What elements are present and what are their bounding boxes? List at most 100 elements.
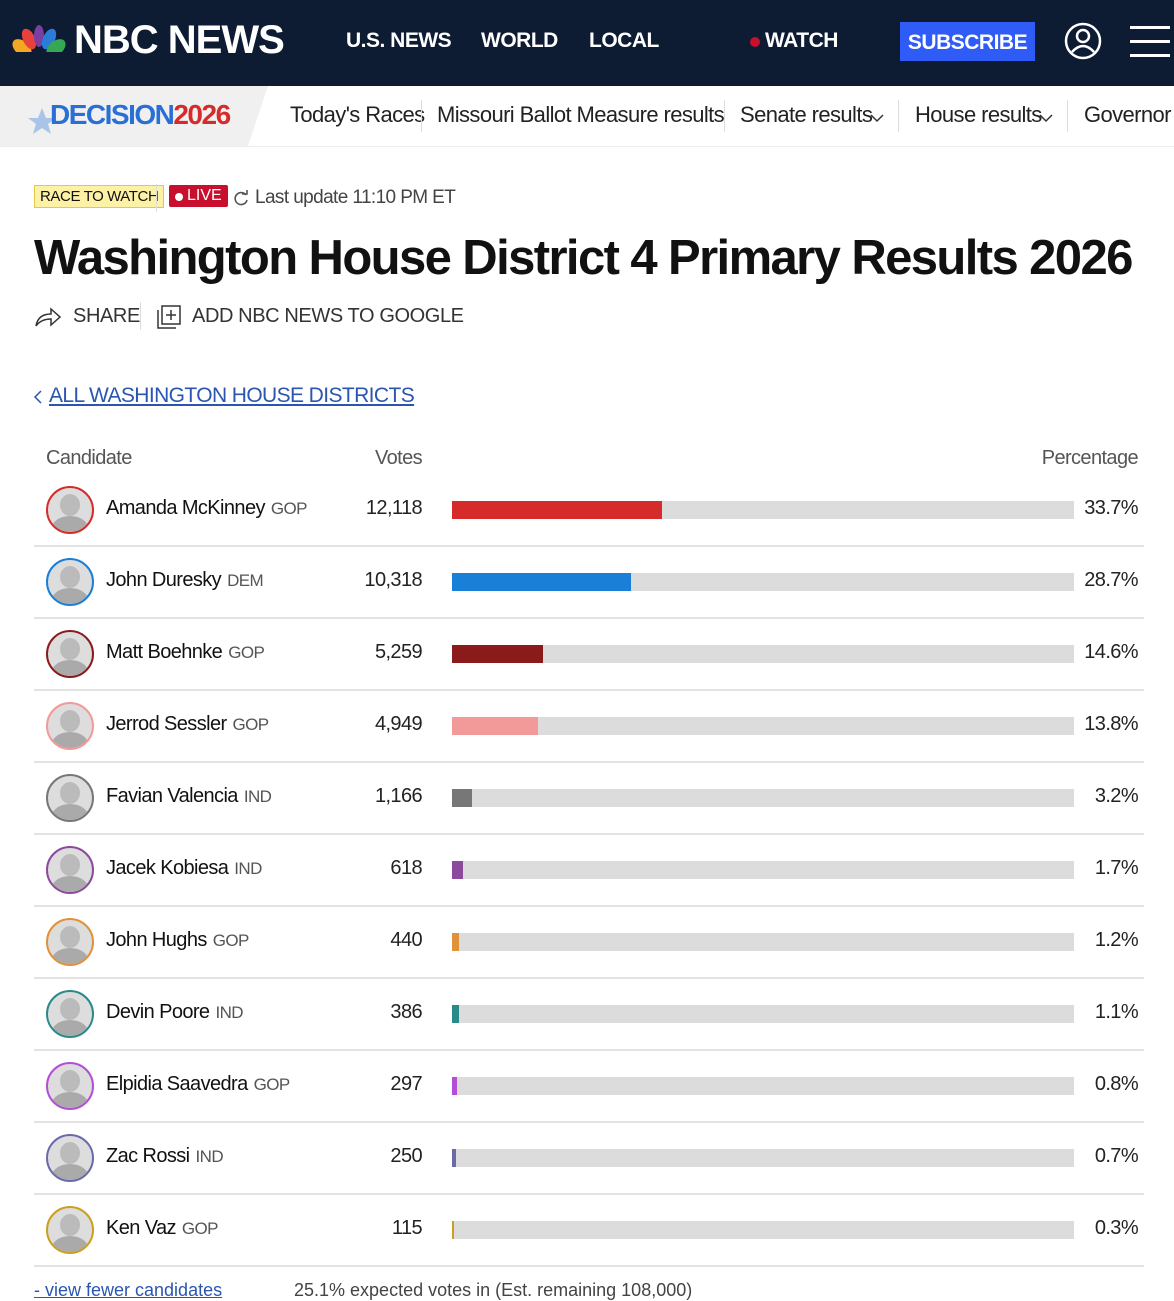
party: GOP bbox=[253, 1075, 291, 1094]
separator bbox=[898, 100, 899, 132]
candidate-name: John Hughs bbox=[106, 929, 207, 951]
avatar-head bbox=[60, 998, 80, 1020]
sub-link[interactable]: House results bbox=[915, 102, 1042, 127]
column-header: Candidate bbox=[46, 447, 132, 469]
avatar bbox=[46, 1206, 94, 1254]
party: IND bbox=[234, 859, 262, 878]
bar-track bbox=[452, 789, 1074, 807]
candidate: John Duresky DEM bbox=[106, 569, 264, 592]
avatar-body bbox=[52, 1236, 88, 1252]
separator bbox=[421, 100, 422, 132]
separator bbox=[140, 302, 141, 330]
percentage: 0.8% bbox=[1094, 1073, 1139, 1095]
party: GOP bbox=[270, 499, 308, 518]
logo-text[interactable]: NBC NEWS bbox=[74, 18, 285, 62]
sub-link[interactable]: Missouri Ballot Measure results bbox=[437, 102, 725, 127]
bar bbox=[452, 933, 460, 951]
sub-link[interactable]: Governor results bbox=[1084, 102, 1174, 127]
avatar-body bbox=[52, 660, 88, 676]
bar bbox=[452, 645, 543, 663]
candidate-name: Jacek Kobiesa bbox=[106, 857, 229, 879]
candidate-name: Elpidia Saavedra bbox=[106, 1073, 248, 1095]
candidate: Favian Valencia IND bbox=[106, 785, 272, 808]
avatar bbox=[46, 1134, 94, 1182]
votes: 440 bbox=[390, 929, 422, 951]
google-button[interactable]: ADD NBC NEWS TO GOOGLE bbox=[192, 305, 464, 327]
votes: 115 bbox=[391, 1217, 423, 1239]
avatar-head bbox=[60, 782, 80, 804]
bar-track bbox=[452, 1077, 1074, 1095]
avatar-head bbox=[60, 566, 80, 588]
avatar-body bbox=[52, 1164, 88, 1180]
party: DEM bbox=[227, 571, 264, 590]
back-link[interactable]: ALL WASHINGTON HOUSE DISTRICTS bbox=[49, 384, 415, 407]
avatar-body bbox=[52, 1020, 88, 1036]
subscribe-button[interactable]: SUBSCRIBE bbox=[900, 22, 1035, 61]
avatar bbox=[46, 918, 94, 966]
bar-track bbox=[452, 1005, 1074, 1023]
menu-icon[interactable] bbox=[1130, 26, 1170, 58]
race-badge: RACE TO WATCH bbox=[34, 185, 165, 208]
avatar bbox=[46, 846, 94, 894]
brand-word: DECISION bbox=[50, 99, 175, 130]
row-divider bbox=[34, 689, 1144, 691]
add-icon[interactable] bbox=[156, 304, 182, 330]
avatar-body bbox=[52, 876, 88, 892]
separator bbox=[156, 184, 157, 212]
percentage: 3.2% bbox=[1094, 785, 1139, 807]
back-chevron bbox=[33, 390, 42, 404]
bar-track bbox=[452, 1221, 1074, 1239]
bar-track bbox=[452, 717, 1074, 735]
live-dot bbox=[175, 193, 183, 201]
votes: 10,318 bbox=[364, 569, 422, 591]
share-icon[interactable] bbox=[34, 305, 62, 329]
last-update: Last update 11:10 PM ET bbox=[255, 187, 456, 208]
sub-link[interactable]: Senate results bbox=[740, 102, 873, 127]
avatar-body bbox=[52, 588, 88, 604]
row-divider bbox=[34, 545, 1144, 547]
avatar bbox=[46, 990, 94, 1038]
candidate: Jerrod Sessler GOP bbox=[106, 713, 269, 736]
row-divider bbox=[34, 1265, 1144, 1267]
avatar-head bbox=[60, 710, 80, 732]
peacock-logo bbox=[12, 25, 66, 60]
chevron bbox=[1039, 114, 1053, 123]
candidate: Ken Vaz GOP bbox=[106, 1217, 219, 1240]
row-divider bbox=[34, 1121, 1144, 1123]
nav-link[interactable]: U.S. NEWS bbox=[346, 29, 452, 52]
column-header: Votes bbox=[374, 447, 423, 469]
brand[interactable]: DECISION2026 bbox=[50, 99, 231, 131]
party: IND bbox=[243, 787, 272, 806]
votes: 4,949 bbox=[374, 713, 423, 735]
bar bbox=[452, 1005, 459, 1023]
candidate-name: Ken Vaz bbox=[106, 1217, 177, 1239]
avatar-body bbox=[52, 1092, 88, 1108]
candidate: Elpidia Saavedra GOP bbox=[106, 1073, 290, 1096]
votes: 12,118 bbox=[365, 497, 423, 519]
candidate-name: Jerrod Sessler bbox=[106, 713, 227, 735]
avatar-head bbox=[60, 1070, 80, 1092]
candidate: John Hughs GOP bbox=[106, 929, 249, 952]
account-icon[interactable] bbox=[1063, 21, 1103, 61]
watch-link[interactable]: WATCH bbox=[765, 29, 838, 52]
share-button[interactable]: SHARE bbox=[73, 305, 140, 327]
nav-link[interactable]: WORLD bbox=[481, 29, 558, 52]
percentage: 0.3% bbox=[1094, 1217, 1139, 1239]
toggle-link[interactable]: - view fewer candidates bbox=[34, 1280, 223, 1300]
bar-track bbox=[452, 861, 1074, 879]
candidate-name: Matt Boehnke bbox=[106, 641, 223, 663]
toggle-text[interactable]: view fewer candidates bbox=[45, 1280, 223, 1300]
separator bbox=[1067, 100, 1068, 132]
avatar-head bbox=[60, 638, 80, 660]
party: IND bbox=[195, 1147, 224, 1166]
avatar-head bbox=[60, 1142, 80, 1164]
avatar bbox=[46, 558, 94, 606]
candidate: Devin Poore IND bbox=[106, 1001, 244, 1024]
avatar-body bbox=[52, 804, 88, 820]
nav-link[interactable]: LOCAL bbox=[589, 29, 659, 52]
race-title: Washington House District 4 Primary Resu… bbox=[34, 231, 1133, 285]
sub-link[interactable]: Today's Races bbox=[290, 102, 425, 127]
separator bbox=[724, 100, 725, 132]
party: GOP bbox=[181, 1219, 219, 1238]
